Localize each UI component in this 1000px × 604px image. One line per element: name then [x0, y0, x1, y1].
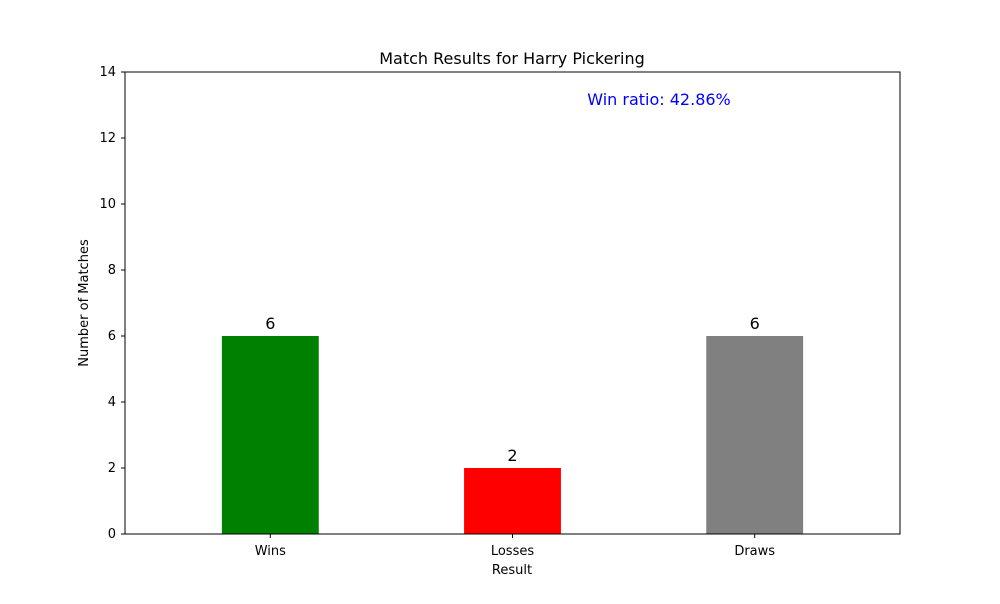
- y-tick-label: 2: [108, 461, 116, 476]
- x-tick-label-wins: Wins: [255, 544, 286, 559]
- x-axis-ticks: Wins Losses Draws: [255, 534, 775, 559]
- y-tick-label: 6: [108, 329, 116, 344]
- y-tick-label: 0: [108, 527, 116, 542]
- plot-frame: [124, 71, 901, 535]
- value-label-losses: 2: [507, 446, 517, 465]
- y-tick-label: 10: [99, 197, 116, 212]
- bars: [221, 336, 804, 534]
- y-axis-label: Number of Matches: [77, 239, 92, 367]
- bar-draws: [706, 336, 804, 534]
- y-tick-label: 4: [108, 395, 116, 410]
- y-axis-ticks: 0 2 4 6 8 10 12 14: [99, 65, 125, 542]
- y-tick-label: 14: [99, 65, 116, 80]
- x-axis-label: Result: [492, 563, 532, 578]
- win-ratio-annotation: Win ratio: 42.86%: [587, 90, 731, 109]
- y-tick-label: 8: [108, 263, 116, 278]
- bar-losses: [464, 468, 561, 534]
- value-label-wins: 6: [265, 314, 275, 333]
- chart-title: Match Results for Harry Pickering: [379, 49, 645, 68]
- y-tick-label: 12: [99, 131, 116, 146]
- bar-wins: [221, 336, 319, 534]
- value-labels: 6 2 6: [265, 314, 760, 465]
- x-tick-label-draws: Draws: [734, 544, 775, 559]
- x-tick-label-losses: Losses: [491, 544, 535, 559]
- value-label-draws: 6: [750, 314, 760, 333]
